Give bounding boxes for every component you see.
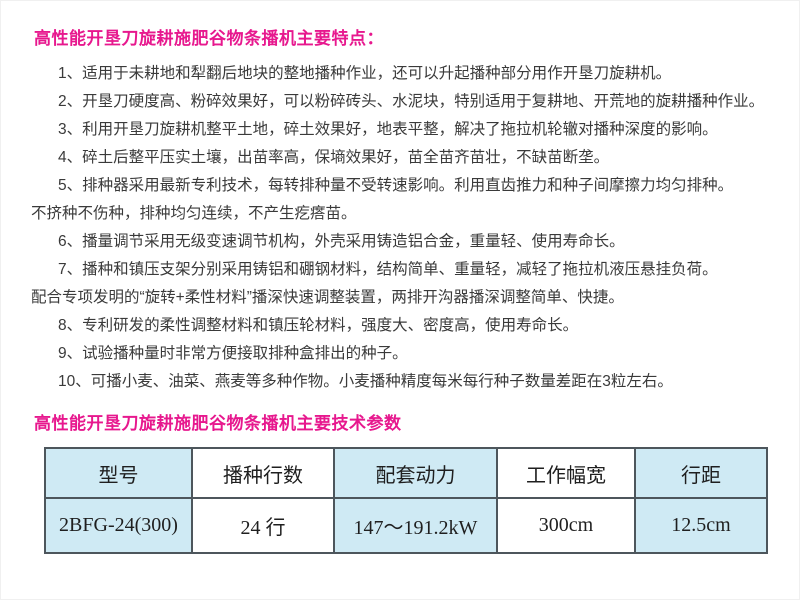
features-list: 1、适用于未耕地和犁翻后地块的整地播种作业，还可以升起播种部分用作开垦刀旋耕机。… [31, 60, 791, 396]
specs-table-value-row: 2BFG-24(300) 24 行 147～191.2kW 300cm 12.5… [44, 497, 768, 555]
feature-line-6: 6、播量调节采用无级变速调节机构，外壳采用铸造铝合金，重量轻、使用寿命长。 [58, 232, 625, 250]
header-cell-rows: 播种行数 [191, 447, 335, 500]
header-cell-model: 型号 [44, 447, 193, 500]
value-cell-power: 147～191.2kW [333, 497, 498, 555]
feature-line-1: 1、适用于未耕地和犁翻后地块的整地播种作业，还可以升起播种部分用作开垦刀旋耕机。 [58, 64, 672, 82]
feature-line-7: 7、播种和镇压支架分别采用铸铝和硼钢材料，结构简单、重量轻，减轻了拖拉机液压悬挂… [58, 260, 718, 278]
header-cell-width: 工作幅宽 [496, 447, 636, 500]
feature-line-3: 3、利用开垦刀旋耕机整平土地，碎土效果好，地表平整，解决了拖拉机轮辙对播种深度的… [58, 120, 718, 138]
feature-line-4: 4、碎土后整平压实土壤，出苗率高，保墒效果好，苗全苗齐苗壮，不缺苗断垄。 [58, 148, 610, 166]
feature-line-2: 2、开垦刀硬度高、粉碎效果好，可以粉碎砖头、水泥块，特别适用于复耕地、开荒地的旋… [58, 92, 765, 110]
specs-heading: 高性能开垦刀旋耕施肥谷物条播机主要技术参数 [34, 413, 402, 433]
value-cell-model: 2BFG-24(300) [44, 497, 193, 555]
feature-line-9: 9、试验播种量时非常方便接取排种盒排出的种子。 [58, 344, 408, 362]
feature-line-8: 8、专利研发的柔性调整材料和镇压轮材料，强度大、密度高，使用寿命长。 [58, 316, 579, 334]
header-cell-power: 配套动力 [333, 447, 498, 500]
feature-line-5: 5、排种器采用最新专利技术，每转排种量不受转速影响。利用直齿推力和种子间摩擦力均… [58, 176, 734, 194]
header-cell-row-spacing: 行距 [634, 447, 768, 500]
specs-table: 型号 播种行数 配套动力 工作幅宽 行距 2BFG-24(300) 24 行 1… [44, 447, 768, 555]
feature-line-5-cont: 不挤种不伤种，排种均匀连续，不产生疙瘩苗。 [31, 204, 357, 222]
value-cell-width: 300cm [496, 497, 636, 555]
features-heading: 高性能开垦刀旋耕施肥谷物条播机主要特点： [34, 29, 384, 48]
feature-line-7-cont: 配合专项发明的“旋转+柔性材料”播深快速调整装置，两排开沟器播深调整简单、快捷。 [31, 288, 624, 306]
value-cell-rows: 24 行 [191, 497, 335, 555]
feature-line-10: 10、可播小麦、油菜、燕麦等多种作物。小麦播种精度每米每行种子数量差距在3粒左右… [58, 372, 673, 390]
specs-table-header-row: 型号 播种行数 配套动力 工作幅宽 行距 [44, 447, 768, 500]
value-cell-row-spacing: 12.5cm [634, 497, 768, 555]
